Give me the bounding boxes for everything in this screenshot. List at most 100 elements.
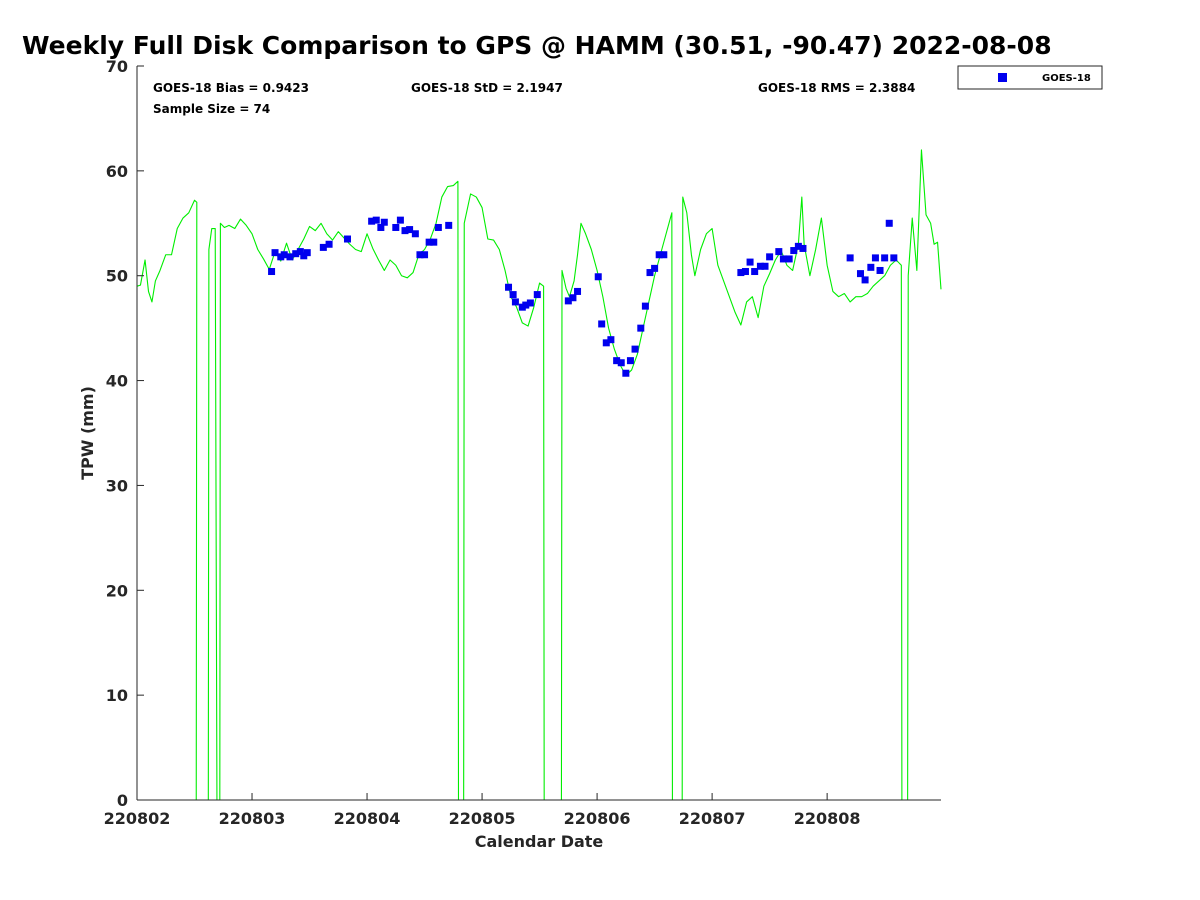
goes18-point-68	[867, 263, 875, 271]
goes18-point-58	[766, 253, 774, 261]
y-ticks: 0 10 20 30 40 50 60 70	[106, 57, 144, 810]
goes18-point-14	[377, 223, 385, 231]
goes18-point-56	[756, 262, 764, 270]
goes18-point-33	[533, 291, 541, 299]
plot-area	[137, 66, 941, 800]
goes18-point-50	[655, 251, 663, 259]
goes18-point-52	[737, 269, 745, 277]
goes18-point-28	[509, 291, 517, 299]
goes18-point-45	[631, 345, 639, 353]
goes18-point-3	[280, 251, 288, 259]
bias-stat: GOES-18 Bias = 0.9423	[153, 81, 309, 95]
goes18-point-18	[401, 227, 409, 235]
goes18-point-31	[522, 301, 530, 309]
goes18-point-72	[885, 219, 893, 227]
goes18-point-11	[343, 235, 351, 243]
y-tick-label-5: 50	[106, 267, 128, 286]
goes18-point-42	[617, 359, 625, 367]
goes18-point-25	[434, 223, 442, 231]
y-tick-label-2: 20	[106, 581, 128, 600]
goes18-point-15	[380, 218, 388, 226]
y-tick-label-6: 60	[106, 162, 128, 181]
goes18-point-61	[785, 255, 793, 263]
goes18-point-21	[416, 251, 424, 259]
goes18-point-17	[396, 216, 404, 224]
x-tick-label-3: 220805	[449, 809, 516, 828]
goes18-point-59	[775, 248, 783, 256]
goes18-point-37	[594, 273, 602, 281]
goes18-point-27	[505, 283, 513, 291]
goes18-point-34	[564, 297, 572, 305]
goes18-point-35	[569, 294, 577, 302]
goes18-point-46	[637, 324, 645, 332]
chart-title: Weekly Full Disk Comparison to GPS @ HAM…	[22, 31, 1052, 60]
goes18-point-49	[651, 264, 659, 272]
x-tick-label-2: 220804	[334, 809, 401, 828]
goes18-point-22	[421, 251, 429, 259]
goes18-point-55	[751, 268, 759, 276]
goes18-point-24	[430, 238, 438, 246]
goes18-series-layer	[268, 216, 898, 377]
goes18-point-51	[660, 251, 668, 259]
std-stat: GOES-18 StD = 2.1947	[411, 81, 563, 95]
gps-series-layer	[136, 149, 942, 801]
goes18-point-54	[746, 258, 754, 266]
legend-label-goes18: GOES-18	[1042, 73, 1091, 84]
goes18-point-8	[303, 249, 311, 257]
goes18-point-20	[411, 230, 419, 238]
goes18-point-36	[574, 287, 582, 295]
goes18-point-47	[641, 302, 649, 310]
x-tick-label-4: 220806	[564, 809, 631, 828]
y-tick-label-4: 40	[106, 372, 128, 391]
goes18-point-41	[613, 357, 621, 365]
goes18-point-60	[779, 255, 787, 263]
goes18-point-10	[325, 240, 333, 248]
goes18-point-38	[598, 320, 606, 328]
goes18-point-66	[856, 270, 864, 278]
goes18-point-62	[790, 247, 798, 255]
sample-size-stat: Sample Size = 74	[153, 102, 270, 116]
goes18-point-57	[761, 262, 769, 270]
x-ticks: 220802 220803 220804 220805 220806 220807 2208…	[104, 793, 861, 828]
legend-marker-goes18	[998, 73, 1007, 82]
legend: GOES-18	[957, 65, 1103, 90]
goes18-point-65	[846, 254, 854, 262]
goes18-point-70	[876, 266, 884, 274]
y-tick-label-7: 70	[106, 57, 128, 76]
goes18-point-9	[319, 243, 327, 251]
goes18-point-32	[526, 299, 534, 307]
x-tick-label-5: 220807	[679, 809, 746, 828]
goes18-point-44	[626, 357, 634, 365]
x-axis-label: Calendar Date	[475, 832, 604, 851]
goes18-point-16	[392, 223, 400, 231]
gps-series-line	[136, 149, 942, 801]
goes18-point-39	[602, 339, 610, 347]
axes	[136, 66, 941, 801]
goes18-point-43	[622, 369, 630, 377]
legend-box	[957, 65, 1103, 90]
goes18-point-69	[871, 254, 879, 262]
goes18-point-12	[368, 217, 376, 225]
y-axis-label: TPW (mm)	[78, 386, 97, 480]
goes18-point-67	[861, 276, 869, 284]
goes18-point-19	[406, 226, 414, 234]
goes18-point-63	[794, 242, 802, 250]
goes18-point-4	[286, 253, 294, 261]
goes18-point-64	[799, 244, 807, 252]
y-tick-label-0: 0	[117, 791, 128, 810]
goes18-point-48	[646, 269, 654, 277]
goes18-point-13	[372, 216, 380, 224]
goes18-point-29	[511, 298, 519, 306]
goes18-point-73	[890, 254, 898, 262]
goes18-point-71	[881, 254, 889, 262]
goes18-point-0	[268, 268, 276, 276]
rms-stat: GOES-18 RMS = 2.3884	[758, 81, 915, 95]
goes18-point-1	[271, 249, 279, 257]
x-tick-label-1: 220803	[219, 809, 286, 828]
goes18-point-23	[425, 238, 433, 246]
x-tick-label-6: 220808	[794, 809, 861, 828]
goes18-point-5	[292, 250, 300, 258]
goes18-point-6	[296, 248, 304, 256]
goes18-point-26	[445, 221, 453, 229]
